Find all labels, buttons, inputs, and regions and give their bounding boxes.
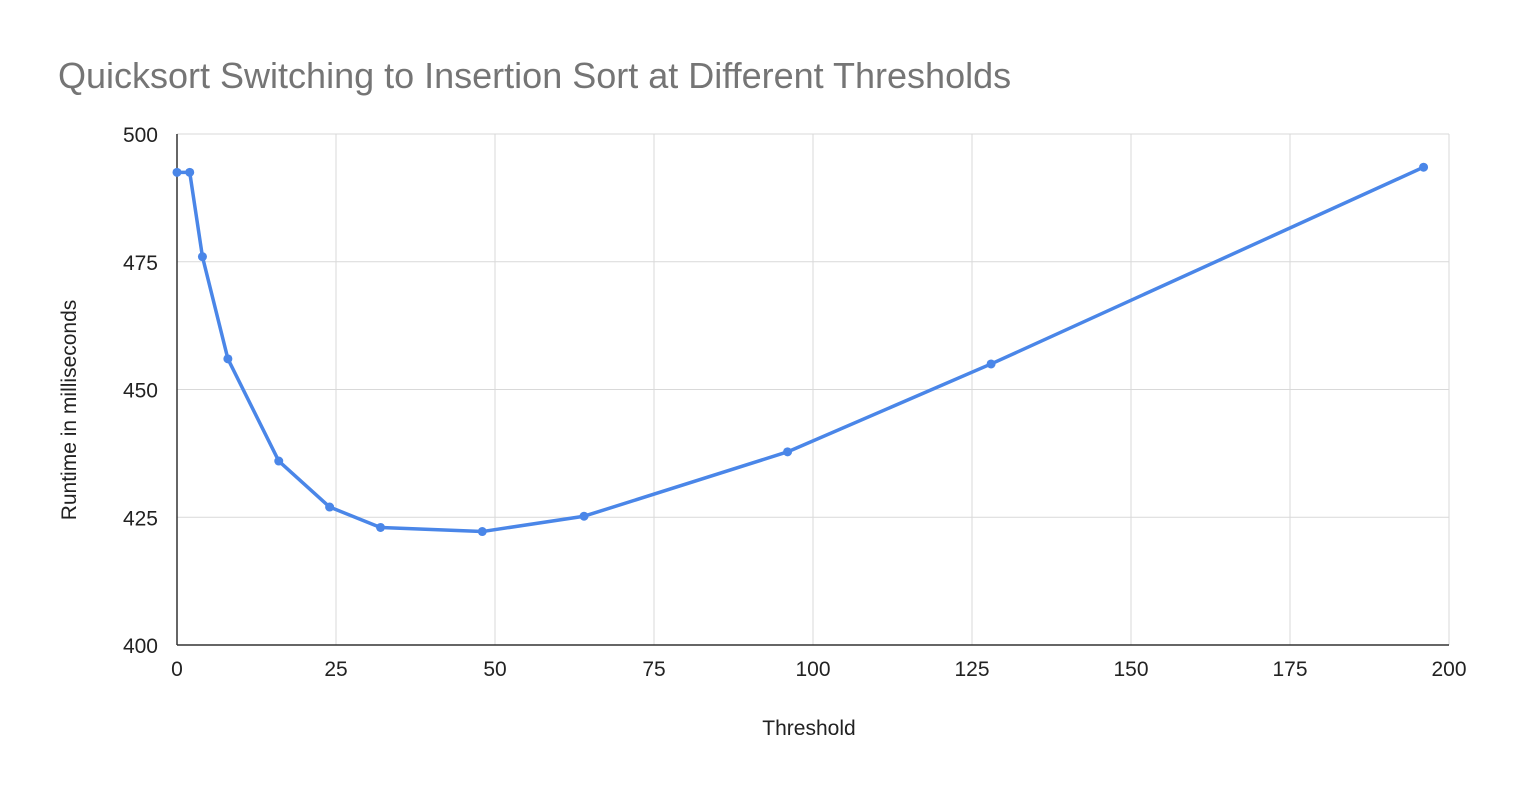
x-tick-label: 25 bbox=[324, 658, 347, 681]
series bbox=[172, 162, 1429, 537]
series-line bbox=[175, 165, 1426, 534]
y-tick-label: 475 bbox=[123, 252, 158, 275]
y-tick-label: 425 bbox=[123, 507, 158, 530]
x-tick-label: 75 bbox=[642, 658, 665, 681]
data-point bbox=[172, 167, 182, 177]
data-point bbox=[783, 447, 793, 457]
chart-title: Quicksort Switching to Insertion Sort at… bbox=[58, 55, 1011, 96]
y-tick-label: 500 bbox=[123, 124, 158, 147]
y-tick-label: 400 bbox=[123, 635, 158, 658]
x-axis-label: Threshold bbox=[762, 717, 855, 740]
data-point bbox=[986, 359, 996, 369]
tick-labels: 400 425 450 475 500 0 25 50 75 100 125 150 175 200 bbox=[123, 124, 1467, 681]
x-tick-label: 125 bbox=[954, 658, 989, 681]
x-tick-label: 100 bbox=[795, 658, 830, 681]
data-point bbox=[197, 252, 207, 262]
data-point bbox=[579, 511, 589, 521]
y-tick-label: 450 bbox=[123, 380, 158, 403]
gridlines bbox=[177, 133, 1450, 645]
axes bbox=[176, 134, 1449, 646]
data-point bbox=[376, 522, 386, 532]
data-point bbox=[1419, 162, 1429, 172]
y-axis-label: Runtime in milliseconds bbox=[58, 300, 81, 521]
data-point bbox=[477, 527, 487, 537]
data-point bbox=[325, 502, 335, 512]
x-tick-label: 50 bbox=[483, 658, 506, 681]
x-tick-label: 200 bbox=[1431, 658, 1466, 681]
x-tick-label: 0 bbox=[171, 658, 183, 681]
x-tick-label: 175 bbox=[1272, 658, 1307, 681]
data-point bbox=[223, 354, 233, 364]
data-point bbox=[185, 167, 195, 177]
x-tick-label: 150 bbox=[1113, 658, 1148, 681]
data-point bbox=[274, 456, 284, 466]
